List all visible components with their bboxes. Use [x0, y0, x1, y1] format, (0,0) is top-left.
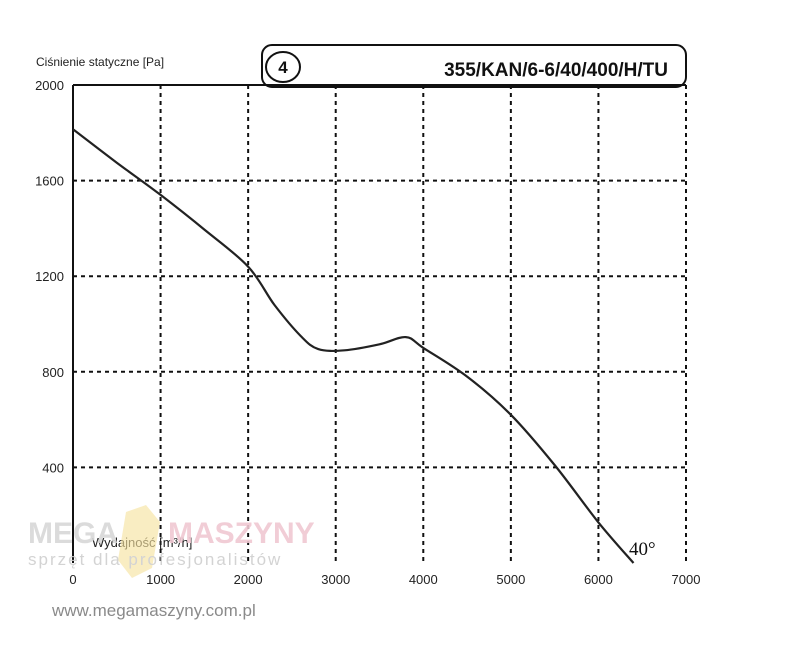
curve-points [72, 128, 634, 564]
y-tick-labels: 2000 1600 1200 800 400 [35, 78, 64, 475]
x-tick-label: 7000 [672, 572, 701, 587]
y-tick-label: 2000 [35, 78, 64, 93]
x-tick-label: 2000 [234, 572, 263, 587]
watermark-url: www.megamaszyny.com.pl [51, 601, 256, 620]
watermark-brand-left: MEGA [28, 517, 118, 550]
x-tick-label: 5000 [496, 572, 525, 587]
y-tick-label: 1600 [35, 174, 64, 189]
y-tick-label: 800 [42, 365, 64, 380]
x-tick-label: 6000 [584, 572, 613, 587]
x-tick-labels: 0 1000 2000 3000 4000 5000 6000 7000 [69, 572, 700, 587]
curve-number: 4 [278, 58, 288, 77]
x-tick-label: 0 [69, 572, 76, 587]
model-header-box [261, 44, 687, 88]
watermark-brand-right: MASZYNY [168, 517, 315, 550]
grid-lines [73, 85, 687, 563]
blade-angle-label: 40° [629, 539, 656, 560]
x-tick-label: 4000 [409, 572, 438, 587]
pressure-curve [72, 128, 635, 564]
y-tick-label: 400 [42, 460, 64, 475]
model-label: 355/KAN/6-6/40/400/H/TU [444, 60, 668, 81]
watermark-logo-icon [118, 505, 160, 578]
watermark-tagline: sprzęt dla profesjonalistów [28, 550, 282, 569]
x-tick-label: 1000 [146, 572, 175, 587]
watermark: MEGA MASZYNY sprzęt dla profesjonalistów [28, 505, 315, 578]
x-tick-label: 3000 [321, 572, 350, 587]
y-tick-label: 1200 [35, 269, 64, 284]
curve-number-circle [265, 51, 301, 83]
y-axis-label: Ciśnienie statyczne [Pa] [36, 55, 164, 69]
